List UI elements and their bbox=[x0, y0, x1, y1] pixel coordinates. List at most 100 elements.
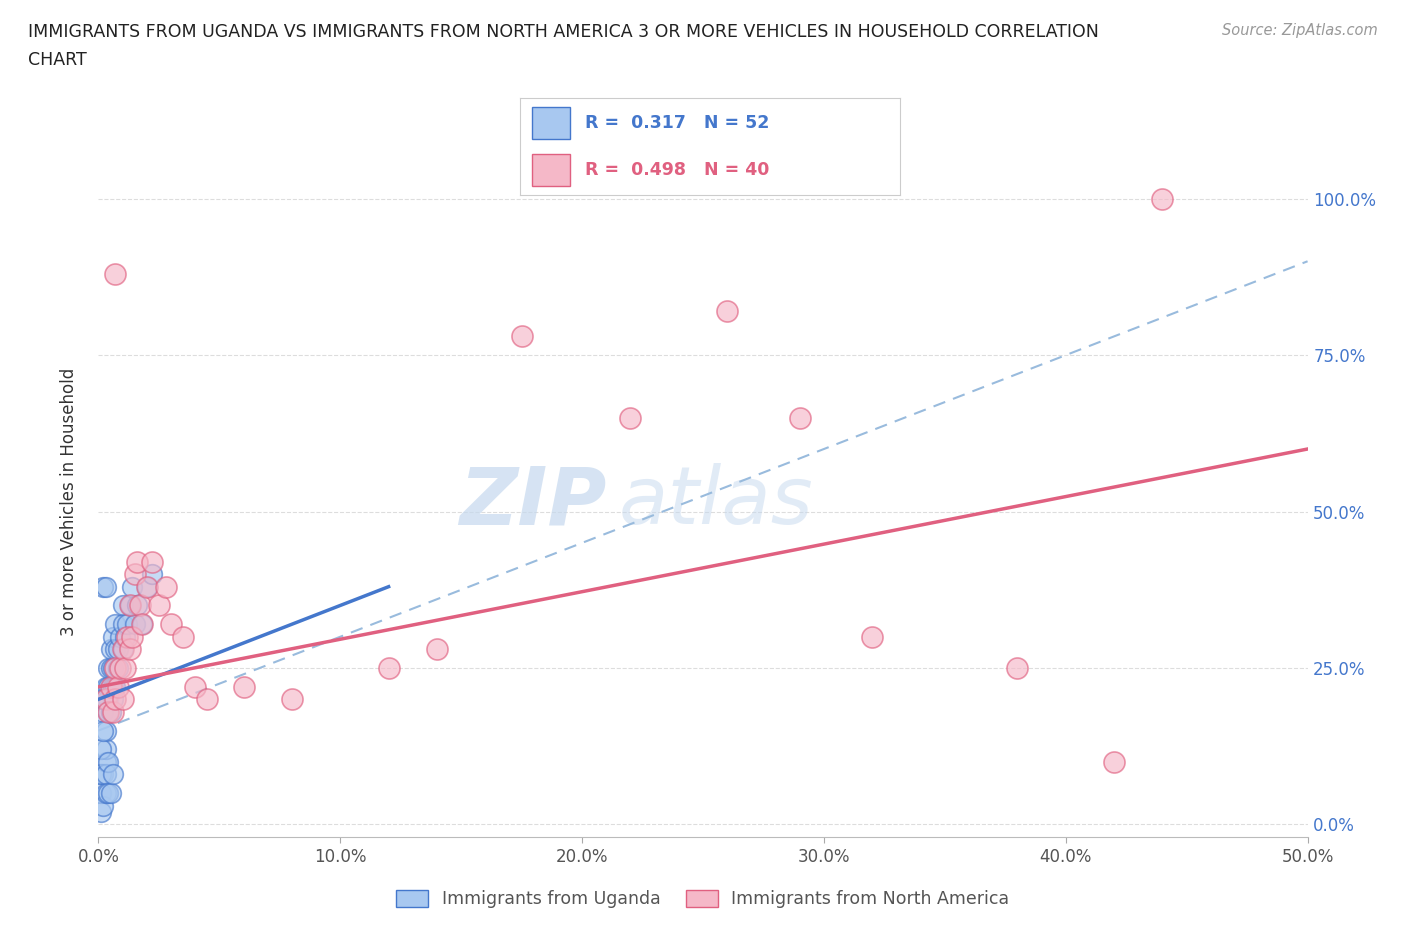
Point bbox=[108, 630, 131, 644]
Point bbox=[94, 767, 117, 782]
Point bbox=[97, 754, 120, 769]
Point bbox=[510, 329, 533, 344]
Point bbox=[108, 660, 131, 675]
Point bbox=[1102, 754, 1125, 769]
Point bbox=[101, 767, 124, 782]
Point bbox=[426, 642, 449, 657]
Point bbox=[184, 680, 207, 695]
Point bbox=[121, 630, 143, 644]
Point bbox=[131, 617, 153, 631]
Point bbox=[1007, 660, 1029, 675]
Point bbox=[789, 410, 811, 425]
Point bbox=[90, 786, 112, 801]
Point bbox=[281, 692, 304, 707]
Point bbox=[148, 598, 170, 613]
Point bbox=[101, 660, 124, 675]
Point bbox=[90, 804, 112, 819]
Point bbox=[101, 680, 124, 695]
Point bbox=[104, 660, 127, 675]
Point bbox=[94, 692, 117, 707]
Point bbox=[91, 692, 114, 707]
Point bbox=[172, 630, 194, 644]
Text: R =  0.317   N = 52: R = 0.317 N = 52 bbox=[585, 114, 769, 132]
Legend: Immigrants from Uganda, Immigrants from North America: Immigrants from Uganda, Immigrants from … bbox=[389, 883, 1017, 915]
Point bbox=[114, 660, 136, 675]
Point bbox=[155, 579, 177, 594]
Point bbox=[141, 566, 163, 581]
Point bbox=[104, 617, 127, 631]
Point bbox=[101, 704, 124, 719]
Point bbox=[94, 692, 117, 707]
Point bbox=[97, 692, 120, 707]
Point bbox=[377, 660, 399, 675]
Point bbox=[111, 692, 134, 707]
Point bbox=[716, 304, 738, 319]
Point bbox=[91, 767, 114, 782]
Point bbox=[94, 742, 117, 757]
Point bbox=[97, 704, 120, 719]
Point bbox=[104, 680, 127, 695]
Point bbox=[94, 680, 117, 695]
Text: CHART: CHART bbox=[28, 51, 87, 69]
Point bbox=[111, 598, 134, 613]
Point bbox=[128, 598, 150, 613]
Point bbox=[232, 680, 254, 695]
Point bbox=[97, 704, 120, 719]
Text: R =  0.498   N = 40: R = 0.498 N = 40 bbox=[585, 161, 769, 179]
Point bbox=[107, 642, 129, 657]
Point bbox=[104, 692, 127, 707]
Point bbox=[100, 680, 122, 695]
Point bbox=[141, 554, 163, 569]
Point bbox=[107, 660, 129, 675]
Point bbox=[121, 579, 143, 594]
Point bbox=[100, 680, 122, 695]
Point bbox=[91, 704, 114, 719]
Point bbox=[195, 692, 218, 707]
Point bbox=[91, 798, 114, 813]
Point bbox=[97, 786, 120, 801]
Point bbox=[1152, 192, 1174, 206]
Point bbox=[124, 566, 146, 581]
Point bbox=[97, 660, 120, 675]
Point bbox=[860, 630, 883, 644]
Text: atlas: atlas bbox=[619, 463, 813, 541]
Point bbox=[118, 598, 141, 613]
Text: Source: ZipAtlas.com: Source: ZipAtlas.com bbox=[1222, 23, 1378, 38]
Point bbox=[111, 617, 134, 631]
Point bbox=[104, 642, 127, 657]
Point bbox=[101, 692, 124, 707]
Point bbox=[91, 579, 114, 594]
Text: ZIP: ZIP bbox=[458, 463, 606, 541]
Bar bbox=[531, 154, 569, 186]
Point bbox=[100, 642, 122, 657]
Point bbox=[91, 724, 114, 738]
Point bbox=[94, 579, 117, 594]
Point bbox=[118, 642, 141, 657]
Point bbox=[117, 630, 139, 644]
Point bbox=[127, 598, 149, 613]
Bar bbox=[531, 108, 569, 139]
Point bbox=[131, 617, 153, 631]
Point bbox=[90, 742, 112, 757]
Point bbox=[111, 642, 134, 657]
Point bbox=[160, 617, 183, 631]
Y-axis label: 3 or more Vehicles in Household: 3 or more Vehicles in Household bbox=[59, 368, 77, 636]
Text: IMMIGRANTS FROM UGANDA VS IMMIGRANTS FROM NORTH AMERICA 3 OR MORE VEHICLES IN HO: IMMIGRANTS FROM UGANDA VS IMMIGRANTS FRO… bbox=[28, 23, 1099, 41]
Point bbox=[117, 617, 139, 631]
Point bbox=[104, 266, 127, 281]
Point bbox=[94, 786, 117, 801]
Point bbox=[619, 410, 641, 425]
Point bbox=[100, 704, 122, 719]
Point bbox=[90, 767, 112, 782]
Point bbox=[114, 630, 136, 644]
Point bbox=[94, 754, 117, 769]
Point bbox=[124, 617, 146, 631]
Point bbox=[97, 680, 120, 695]
Point bbox=[127, 554, 149, 569]
Point bbox=[107, 680, 129, 695]
Point bbox=[101, 630, 124, 644]
Point bbox=[118, 598, 141, 613]
Point bbox=[135, 579, 157, 594]
Point bbox=[94, 724, 117, 738]
Point bbox=[111, 642, 134, 657]
